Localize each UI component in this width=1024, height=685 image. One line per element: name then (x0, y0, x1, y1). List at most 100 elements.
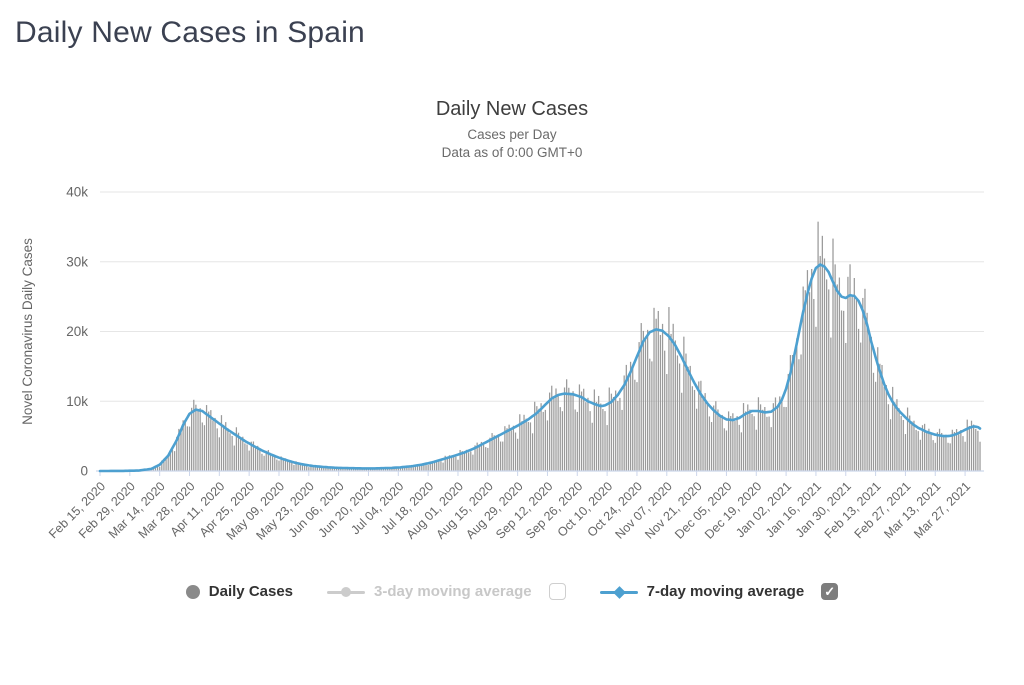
daily-cases-bars (131, 222, 980, 471)
x-axis-ticks (100, 471, 965, 476)
y-axis-title: Novel Coronavirus Daily Cases (20, 238, 35, 425)
bar (837, 285, 838, 472)
bar (570, 394, 571, 471)
bar (781, 401, 782, 471)
bar (609, 388, 610, 471)
bar (905, 434, 906, 471)
bar (835, 264, 836, 471)
bar (792, 355, 793, 471)
bar (195, 405, 196, 471)
chart-legend: Daily Cases 3-day moving average 7-day m… (0, 583, 1024, 600)
bar (820, 256, 821, 471)
bar (440, 461, 441, 471)
bar (879, 364, 880, 471)
bar (272, 455, 273, 471)
bar (954, 432, 955, 471)
bar (862, 298, 863, 471)
bar (498, 434, 499, 471)
bar (719, 416, 720, 471)
bar (577, 412, 578, 471)
bar (732, 413, 733, 471)
bar (653, 308, 654, 471)
y-tick-label: 40k (66, 185, 88, 200)
page-title: Daily New Cases in Spain (15, 16, 1024, 50)
bar (293, 465, 294, 471)
bar (937, 432, 938, 471)
bar (696, 409, 697, 471)
bar (901, 416, 902, 471)
bar (611, 394, 612, 471)
bar (555, 389, 556, 472)
bar (707, 404, 708, 471)
bar (745, 412, 746, 472)
bar (212, 421, 213, 471)
bar (587, 398, 588, 471)
bar (517, 439, 518, 471)
bar (762, 410, 763, 471)
bar (502, 442, 503, 471)
bar (724, 428, 725, 471)
bar (975, 429, 976, 471)
bar (487, 448, 488, 471)
bar (202, 423, 203, 472)
bar (771, 427, 772, 471)
chart-subtitle-line2: Data as of 0:00 GMT+0 (0, 144, 1024, 162)
bar (208, 412, 209, 471)
bar (705, 393, 706, 471)
bar (681, 393, 682, 471)
bar (730, 416, 731, 471)
bar (709, 417, 710, 472)
bar (234, 446, 235, 471)
7day-average-marker-icon (600, 585, 638, 599)
bar (506, 428, 507, 471)
bar (662, 324, 663, 471)
bar (200, 408, 201, 471)
bar (890, 419, 891, 471)
bar (702, 397, 703, 471)
bar (585, 402, 586, 471)
bar (189, 427, 190, 471)
checkbox-7day-average[interactable]: ✓ (821, 583, 838, 600)
bar (159, 467, 160, 471)
bar (869, 334, 870, 472)
bar (214, 418, 215, 471)
legend-item-3day-average[interactable]: 3-day moving average (327, 583, 566, 600)
bar (828, 290, 829, 472)
bar (670, 334, 671, 471)
bar (894, 402, 895, 471)
bar (558, 396, 559, 471)
bar (651, 361, 652, 471)
bar (229, 433, 230, 471)
bar (749, 410, 750, 471)
legend-item-7day-average[interactable]: 7-day moving average ✓ (600, 583, 839, 600)
bar (457, 460, 458, 471)
bar (617, 401, 618, 471)
bar (692, 386, 693, 471)
bar (943, 436, 944, 471)
checkbox-3day-average[interactable] (549, 583, 566, 600)
bar (852, 295, 853, 471)
chart-container: Daily New Cases Cases per Day Data as of… (0, 98, 1024, 600)
bar (598, 396, 599, 471)
bar (809, 292, 810, 471)
legend-item-daily-cases[interactable]: Daily Cases (186, 583, 293, 600)
bar (540, 403, 541, 471)
bar (521, 421, 522, 471)
bar (615, 391, 616, 471)
bar (217, 428, 218, 471)
bar (513, 426, 514, 471)
bar (843, 311, 844, 471)
bar (536, 406, 537, 471)
bar (800, 355, 801, 472)
bar (798, 359, 799, 471)
bar (607, 425, 608, 471)
bar (602, 409, 603, 471)
bar (962, 436, 963, 471)
bar (826, 280, 827, 472)
bar (736, 416, 737, 471)
bar (958, 434, 959, 471)
bar (920, 440, 921, 471)
bar (779, 397, 780, 472)
bar (694, 390, 695, 471)
bar (604, 411, 605, 471)
